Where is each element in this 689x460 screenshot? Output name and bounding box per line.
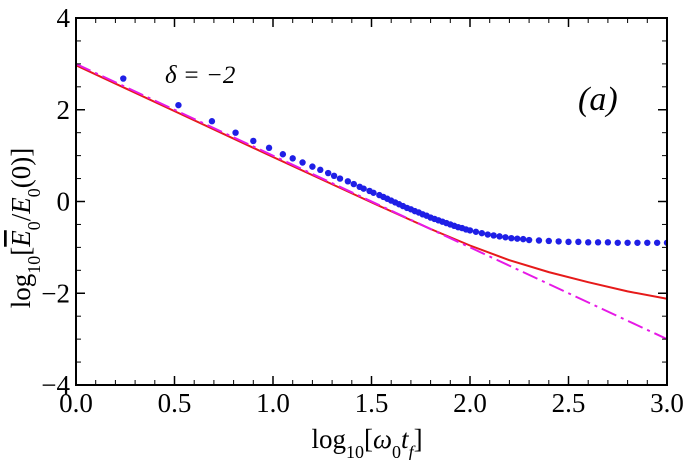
- scatter-point: [594, 239, 602, 246]
- scatter-point: [555, 238, 562, 245]
- scatter-point: [309, 163, 316, 170]
- scatter-point: [299, 159, 306, 166]
- scatter-point: [317, 166, 324, 174]
- scatter-point: [472, 228, 480, 235]
- y-tick-label: −2: [41, 278, 70, 308]
- scatter-point: [279, 151, 287, 158]
- scatter-point: [624, 239, 631, 246]
- dash-dot-series-line: [76, 62, 667, 341]
- x-tick-label: 1.5: [355, 388, 389, 418]
- scatter-point: [535, 237, 543, 244]
- scatter-point: [370, 189, 377, 196]
- scatter-point: [519, 235, 527, 243]
- scatter-point: [466, 227, 474, 234]
- scatter-point: [208, 118, 216, 125]
- scatter-point: [344, 178, 352, 185]
- scatter-point: [490, 232, 497, 239]
- scatter-point: [350, 180, 357, 188]
- scatter-point: [604, 239, 612, 246]
- ticks-layer: 0.0 0.5 1.0 1.5 2.0 2.5 3.0 −4 −2 0 2 4: [41, 3, 684, 418]
- scatter-point: [565, 238, 572, 246]
- scatter-point: [324, 169, 332, 177]
- scatter-point: [330, 172, 338, 180]
- scatter-point: [120, 75, 127, 82]
- x-tick-label: 0.5: [158, 388, 192, 418]
- scatter-point: [644, 239, 651, 246]
- scatter-point: [336, 175, 344, 182]
- scatter-point: [545, 237, 552, 245]
- scatter-point: [514, 235, 521, 242]
- scatter-point: [653, 239, 661, 246]
- scatter-point: [484, 231, 491, 238]
- scatter-point: [478, 229, 486, 237]
- series-layer: [76, 62, 667, 341]
- y-tick-label: 4: [57, 3, 71, 33]
- scatter-point: [634, 239, 641, 246]
- x-tick-label: 2.5: [552, 388, 586, 418]
- x-tick-label: 3.0: [650, 388, 684, 418]
- scatter-point: [289, 155, 296, 162]
- scatter-point: [496, 233, 503, 240]
- scatter-point: [265, 144, 273, 152]
- scatter-point: [232, 129, 239, 136]
- scatter-point: [502, 234, 509, 241]
- solid-series-line: [76, 64, 667, 300]
- scatter-point: [525, 236, 533, 244]
- delta-annotation: δ = −2: [165, 62, 235, 89]
- panel-label: (a): [578, 81, 618, 118]
- scatter-point: [575, 238, 582, 246]
- scatter-point: [175, 101, 182, 109]
- scatter-point: [614, 239, 621, 246]
- x-tick-label: 1.0: [256, 388, 290, 418]
- scatter-point: [585, 239, 592, 246]
- scatter-point: [508, 235, 515, 242]
- x-tick-label: 0.0: [59, 388, 93, 418]
- y-axis-label: log10[E0/E0(0)]: [6, 148, 44, 309]
- y-tick-label: −4: [41, 370, 70, 400]
- x-axis-label: log10[ω0tf]: [311, 424, 422, 460]
- scatter-point: [250, 137, 257, 145]
- scatter-point: [360, 185, 367, 192]
- y-tick-label: 0: [57, 187, 71, 217]
- x-tick-label: 2.0: [453, 388, 487, 418]
- y-tick-label: 2: [57, 95, 71, 125]
